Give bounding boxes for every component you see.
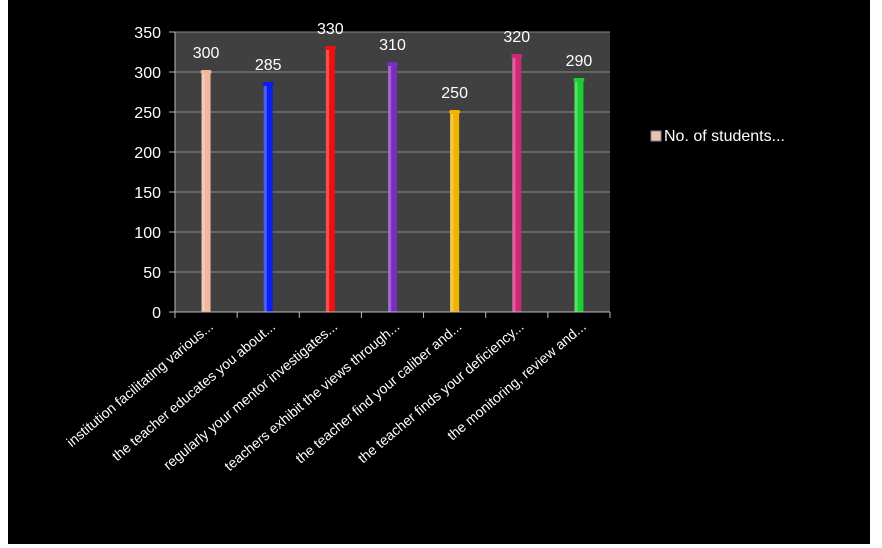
data-label: 250 <box>441 85 468 102</box>
bar-body <box>450 112 460 312</box>
data-label: 290 <box>566 53 593 70</box>
bar-cap <box>449 110 461 114</box>
y-tick-label: 250 <box>134 105 161 122</box>
bar-cap <box>511 54 523 58</box>
bar-body <box>512 56 522 312</box>
y-axis-ticks: 0 50 100 150 200 250 300 350 <box>134 25 175 322</box>
y-tick-label: 50 <box>143 265 161 282</box>
bar-body <box>574 80 584 312</box>
x-axis-category-labels: institution facilitating various...the t… <box>63 318 589 474</box>
data-label: 330 <box>317 21 344 38</box>
bar-body <box>201 72 211 312</box>
bar-cap <box>387 62 398 66</box>
chart-area: 0 50 100 150 200 250 300 350 institution facili… <box>8 0 870 544</box>
legend: No. of students... <box>650 128 785 145</box>
bar-highlight <box>325 48 330 312</box>
y-tick-label: 200 <box>134 145 161 162</box>
axes <box>174 32 611 318</box>
y-tick-label: 0 <box>152 305 161 322</box>
data-label: 320 <box>503 29 530 46</box>
bar <box>200 70 212 312</box>
bar-cap <box>200 70 212 74</box>
data-label: 285 <box>255 57 282 74</box>
bar-cap <box>324 46 336 50</box>
bar-cap <box>573 78 585 82</box>
y-tick-label: 150 <box>134 185 161 202</box>
bar-highlight <box>263 84 267 312</box>
bar-body <box>263 84 273 312</box>
bar <box>573 78 585 312</box>
data-label: 300 <box>193 45 220 62</box>
y-tick-label: 350 <box>134 25 161 42</box>
bar-highlight <box>512 56 516 312</box>
bar <box>262 82 274 312</box>
bar <box>387 62 398 312</box>
bar-highlight <box>574 80 578 312</box>
bar-highlight <box>201 72 205 312</box>
bars <box>200 46 585 312</box>
bar <box>511 54 523 312</box>
legend-label: No. of students... <box>664 128 785 145</box>
bar <box>449 110 461 312</box>
legend-swatch <box>650 130 662 142</box>
data-label: 310 <box>379 37 406 54</box>
bar-body <box>325 48 335 312</box>
bar-highlight <box>450 112 454 312</box>
data-labels: 300 285 330 310 250 320 290 <box>193 21 593 102</box>
bar-chart: 0 50 100 150 200 250 300 350 institution facili… <box>63 21 785 474</box>
bar-body <box>388 64 397 312</box>
bar-cap <box>262 82 274 86</box>
bar-highlight <box>388 64 392 312</box>
y-tick-label: 300 <box>134 65 161 82</box>
y-tick-label: 100 <box>134 225 161 242</box>
bar <box>324 46 336 312</box>
